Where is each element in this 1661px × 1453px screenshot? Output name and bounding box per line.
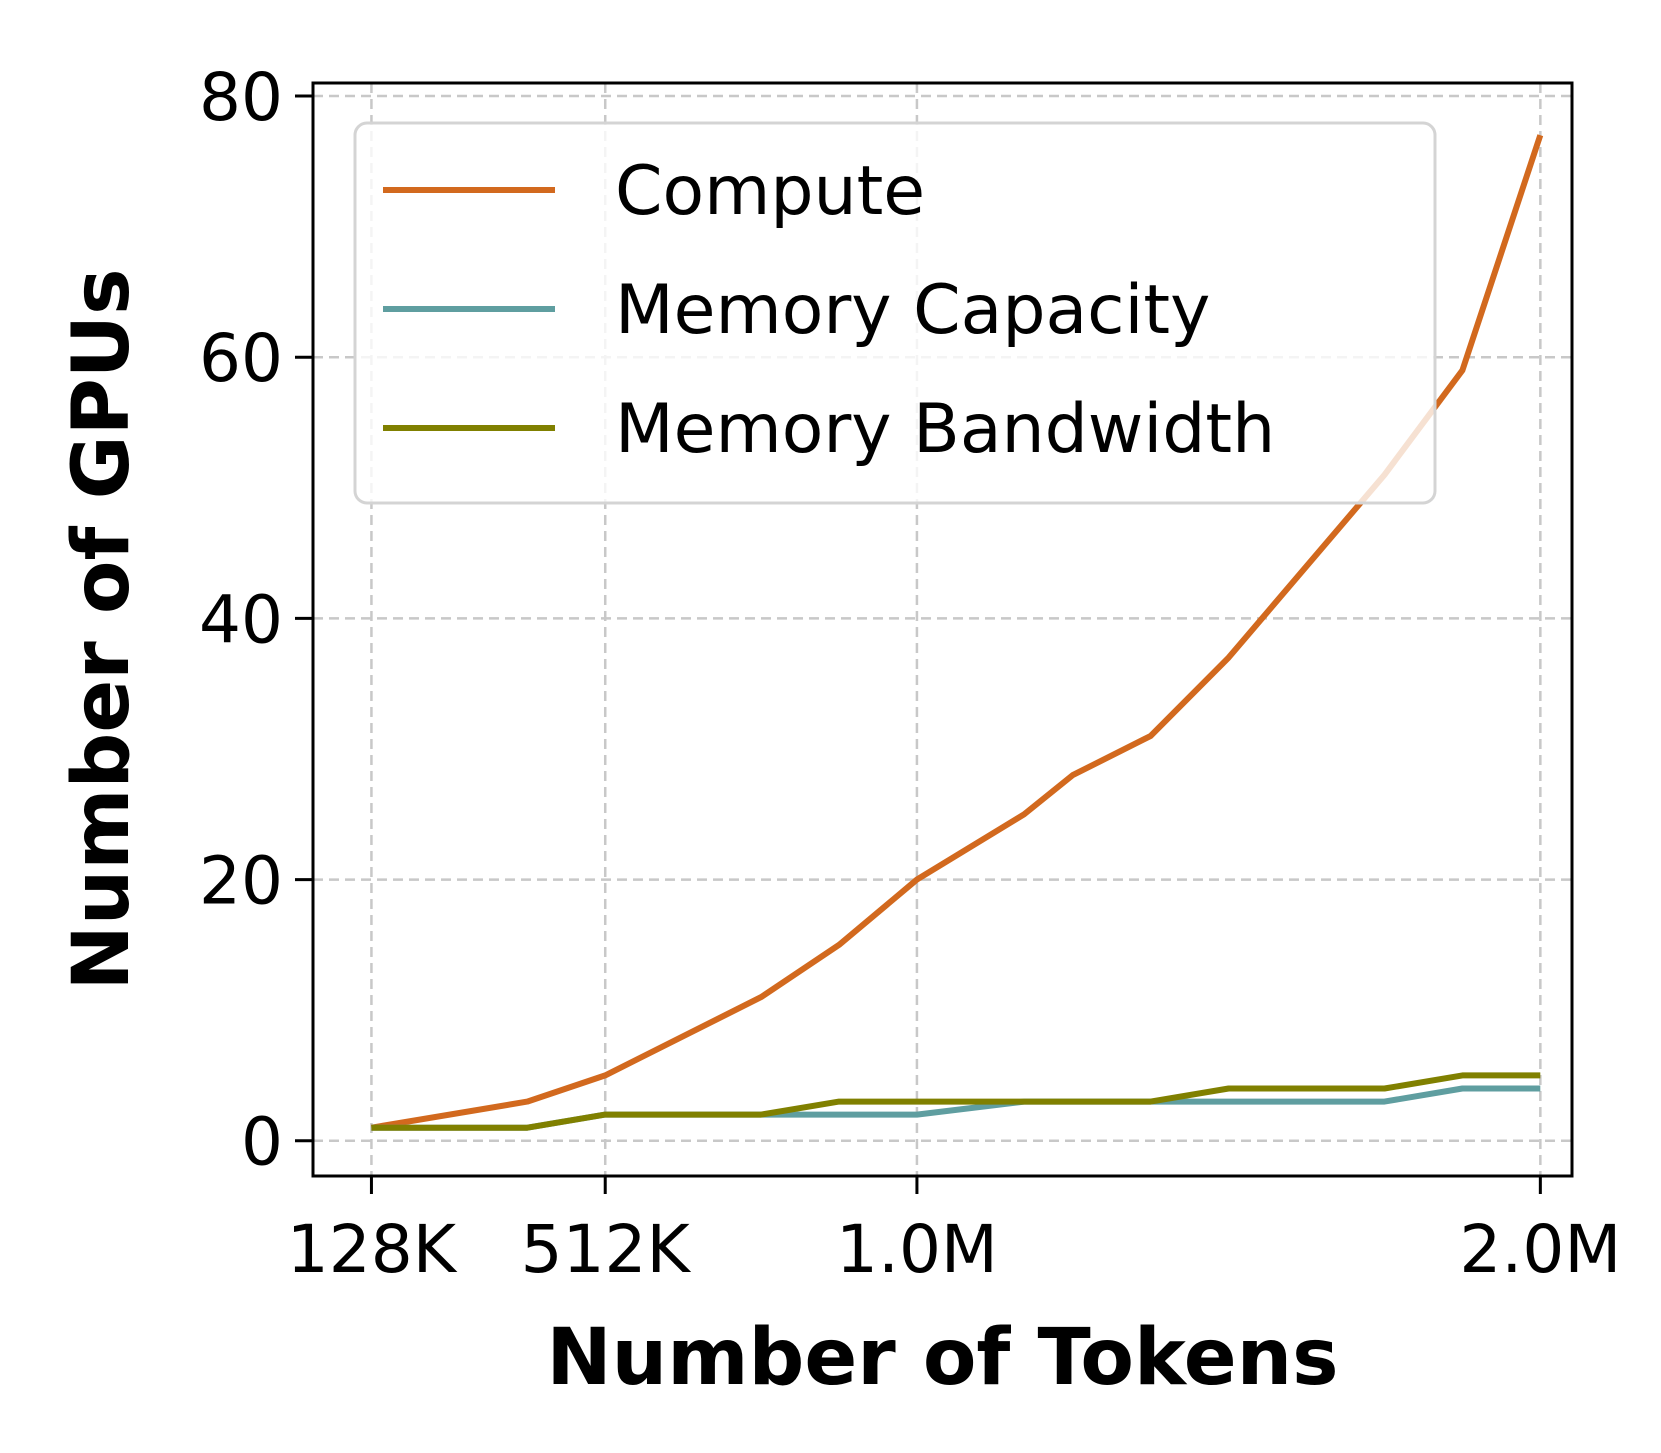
x-axis-title: Number of Tokens [546,1313,1338,1403]
y-tick-label: 60 [199,320,283,397]
y-tick-label: 20 [199,843,283,920]
legend-label-memory-capacity: Memory Capacity [615,271,1210,350]
x-tick-label: 1.0M [836,1211,998,1288]
x-tick-label: 512K [521,1211,692,1288]
legend: Compute Memory Capacity Memory Bandwidth [353,121,1437,505]
legend-label-compute: Compute [615,152,925,231]
y-tick-label: 0 [241,1104,283,1181]
y-tick-label: 80 [199,59,283,136]
axis-ticks: 128K 512K 1.0M 2.0M 0 20 40 60 80 [199,59,1621,1288]
legend-label-memory-bandwidth: Memory Bandwidth [615,390,1275,469]
y-tick-label: 40 [199,581,283,658]
x-tick-label: 128K [287,1211,458,1288]
x-tick-label: 2.0M [1459,1211,1621,1288]
legend-box [353,121,1437,505]
y-axis-title: Number of GPUs [57,268,147,990]
plot-frame [311,81,1574,1178]
memory-bandwidth-series-line [371,1072,1541,1131]
